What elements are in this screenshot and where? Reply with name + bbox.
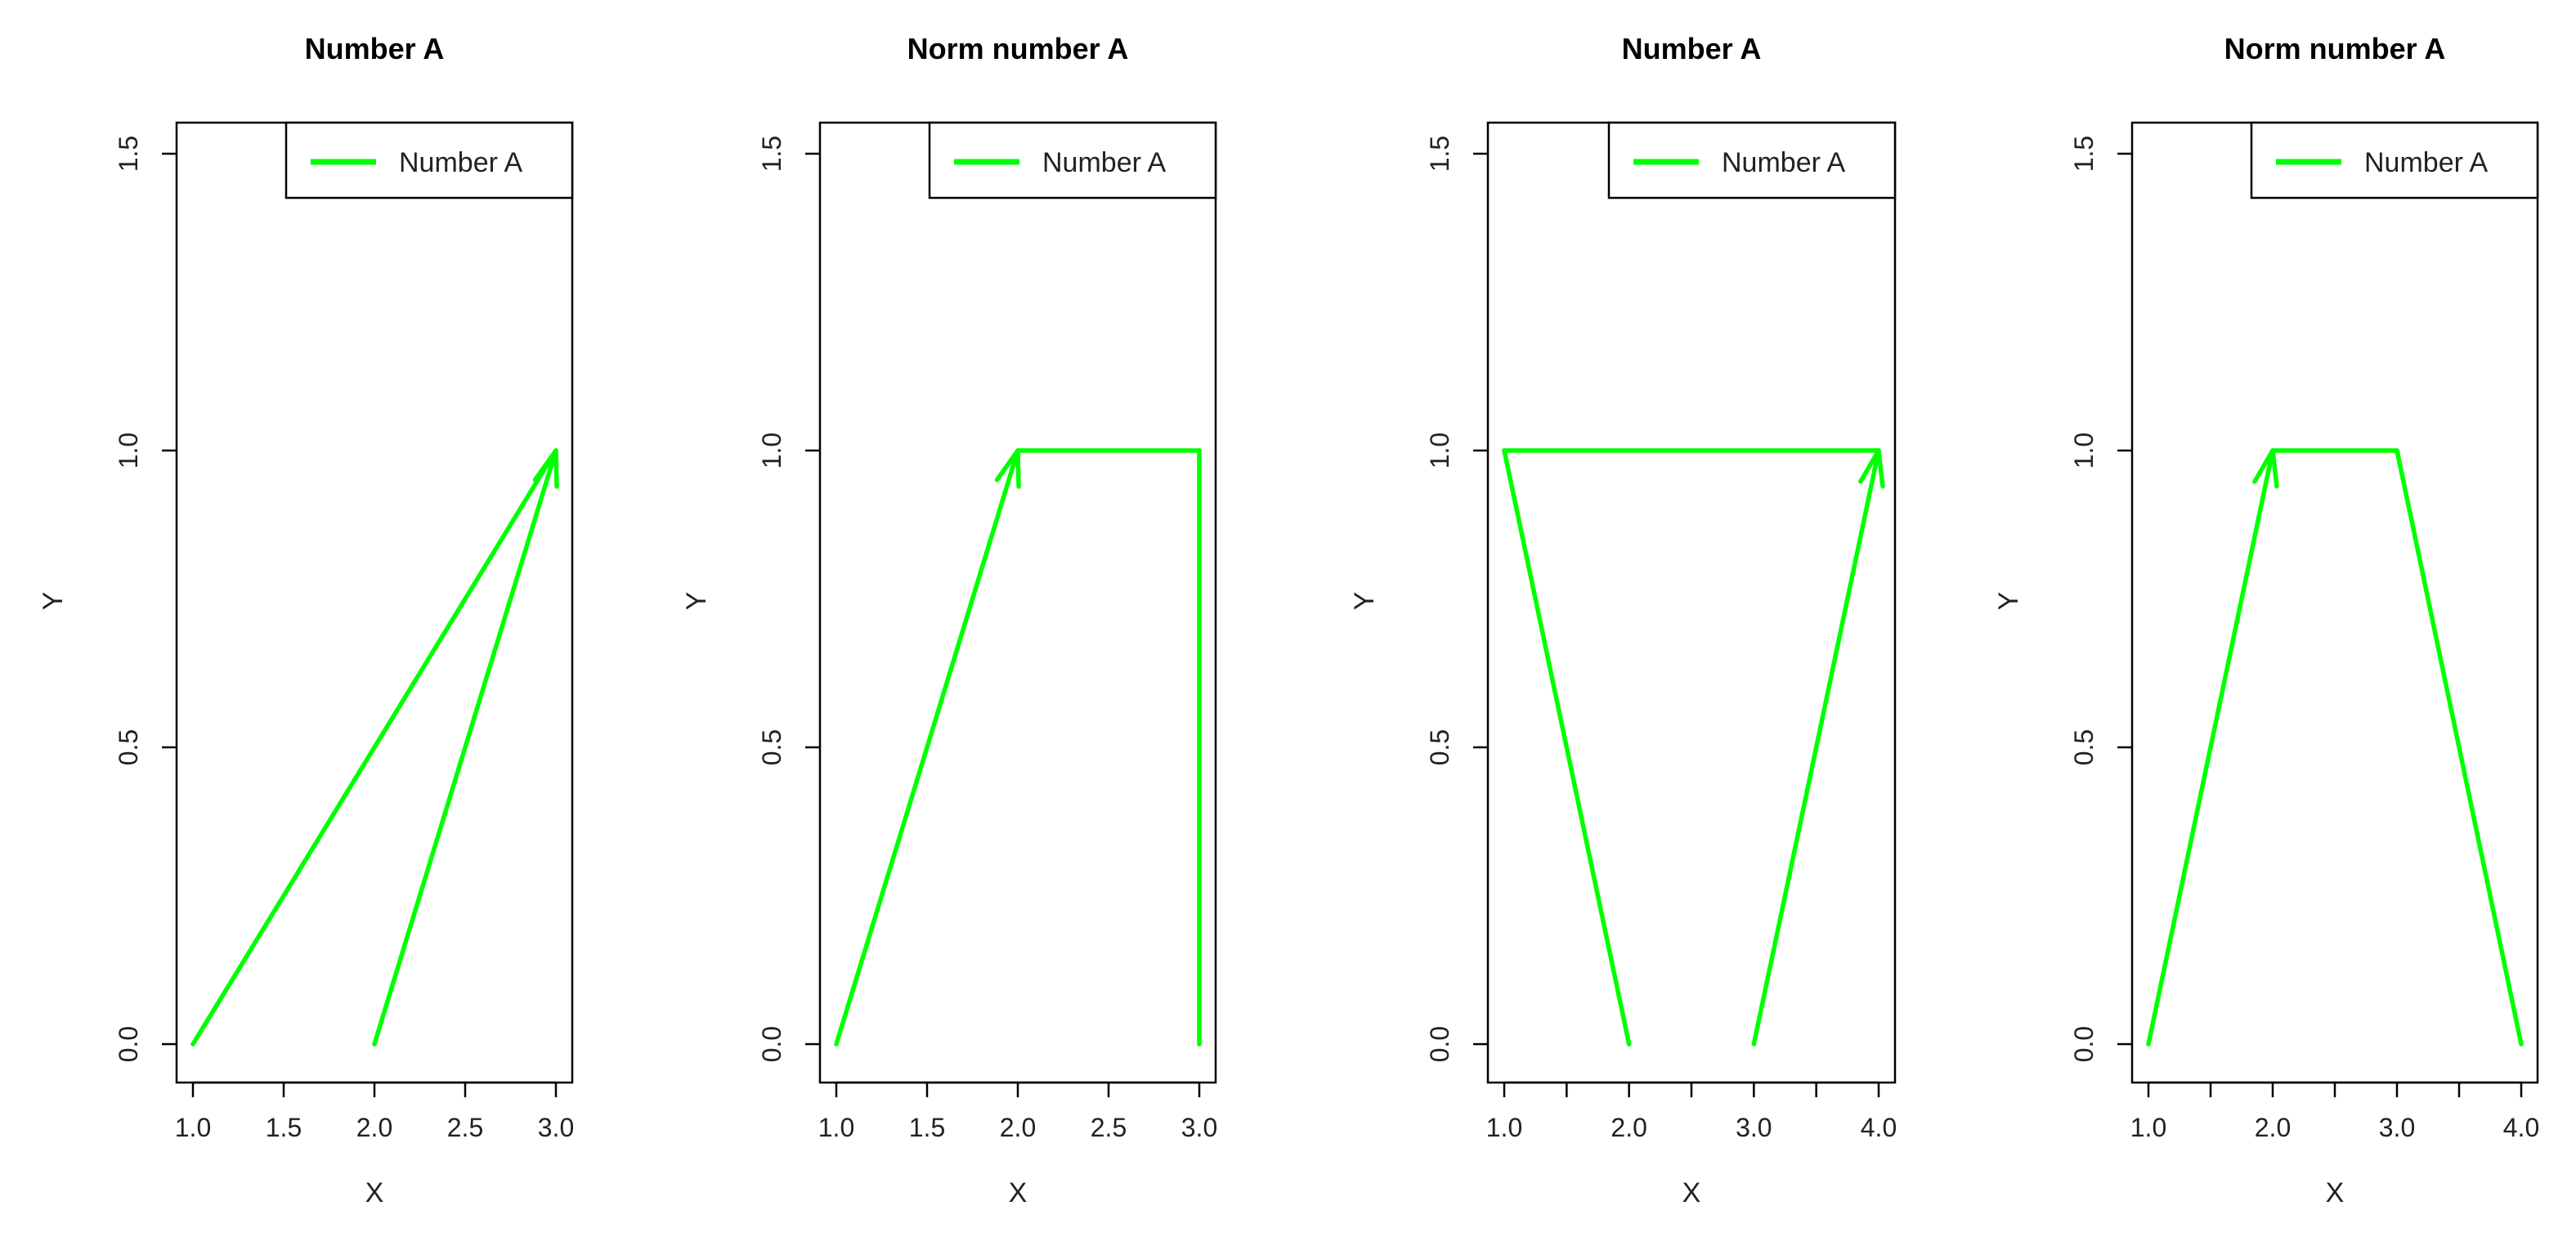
x-tick-label: 4.0	[1861, 1113, 1897, 1142]
series-segment	[834, 448, 1020, 1047]
x-tick-label: 4.0	[2503, 1113, 2539, 1142]
y-tick-label: 1.0	[2069, 433, 2099, 469]
chart-title: Number A	[1622, 32, 1762, 65]
y-tick-label: 0.5	[114, 729, 143, 765]
y-tick-label: 0.0	[2069, 1026, 2099, 1062]
plot-frame	[175, 121, 574, 1084]
x-tick-label: 3.0	[538, 1113, 574, 1142]
panel-3: Number A 1.0 2.0 3.0 4.0 X 0.0 0.5 1.0 1.5 Y Number…	[1349, 32, 1897, 1208]
series-segment	[1502, 448, 1632, 1047]
series-segment	[2395, 448, 2524, 1047]
x-axis-label: X	[1009, 1177, 1028, 1208]
plot-frame	[818, 121, 1217, 1084]
panel-1: Number A 1.0 1.5 2.0 2.5 3.0 X 0.0 0.5 1.0 1.5 Y Num…	[38, 32, 574, 1208]
y-tick-label: 0.0	[1425, 1026, 1454, 1062]
x-axis-label: X	[1682, 1177, 1701, 1208]
y-tick-label: 1.5	[1425, 136, 1454, 172]
x-tick-label: 1.5	[909, 1113, 945, 1142]
y-axis-label: Y	[38, 592, 69, 611]
x-tick-label: 1.0	[1486, 1113, 1522, 1142]
y-tick-label: 1.0	[114, 433, 143, 469]
x-axis-label: X	[365, 1177, 384, 1208]
legend-box	[284, 121, 574, 200]
x-tick-label: 3.0	[1181, 1113, 1217, 1142]
series-segment	[2146, 448, 2275, 1047]
panel-2: Norm number A 1.0 1.5 2.0 2.5 3.0 X 0.0 0.5 1.0 1.…	[681, 32, 1217, 1208]
x-tick-label: 2.5	[447, 1113, 483, 1142]
y-tick-label: 0.5	[1425, 729, 1454, 765]
series-segment	[190, 448, 558, 1047]
y-tick-label: 0.5	[757, 729, 786, 765]
chart-title: Number A	[305, 32, 445, 65]
x-tick-label: 2.0	[356, 1113, 392, 1142]
legend-label: Number A	[1722, 147, 1845, 178]
legend-label: Number A	[1042, 147, 1166, 178]
legend-label: Number A	[399, 147, 522, 178]
chart-title: Norm number A	[2224, 32, 2446, 65]
y-tick-label: 1.5	[114, 136, 143, 172]
y-tick-label: 1.5	[757, 136, 786, 172]
x-tick-label: 3.0	[2379, 1113, 2415, 1142]
plot-frame	[1486, 121, 1897, 1084]
plot-frame	[2130, 121, 2539, 1084]
y-tick-label: 0.5	[2069, 729, 2099, 765]
y-tick-label: 0.0	[757, 1026, 786, 1062]
y-axis-label: Y	[1349, 592, 1380, 611]
chart-title: Norm number A	[907, 32, 1129, 65]
arrow-head	[532, 448, 559, 489]
y-axis-label: Y	[681, 592, 712, 611]
x-tick-label: 2.0	[1000, 1113, 1036, 1142]
x-tick-label: 1.0	[175, 1113, 211, 1142]
series-segment	[1751, 448, 1881, 1047]
x-tick-label: 1.0	[2130, 1113, 2166, 1142]
series-segment	[372, 448, 558, 1047]
x-tick-label: 1.0	[818, 1113, 854, 1142]
x-tick-label: 2.5	[1091, 1113, 1127, 1142]
x-axis-label: X	[2326, 1177, 2345, 1208]
y-tick-label: 1.0	[1425, 433, 1454, 469]
y-axis-label: Y	[1993, 592, 2024, 611]
x-tick-label: 1.5	[266, 1113, 302, 1142]
legend-label: Number A	[2364, 147, 2488, 178]
x-tick-label: 3.0	[1736, 1113, 1772, 1142]
y-tick-label: 1.0	[757, 433, 786, 469]
arrow-head	[1858, 448, 1885, 489]
panel-4: Norm number A 1.0 2.0 3.0 4.0 X 0.0 0.5 1.0 1.5 Y N…	[1993, 32, 2539, 1208]
y-tick-label: 1.5	[2069, 136, 2099, 172]
x-tick-label: 2.0	[2255, 1113, 2291, 1142]
y-tick-label: 0.0	[114, 1026, 143, 1062]
x-tick-label: 2.0	[1611, 1113, 1646, 1142]
